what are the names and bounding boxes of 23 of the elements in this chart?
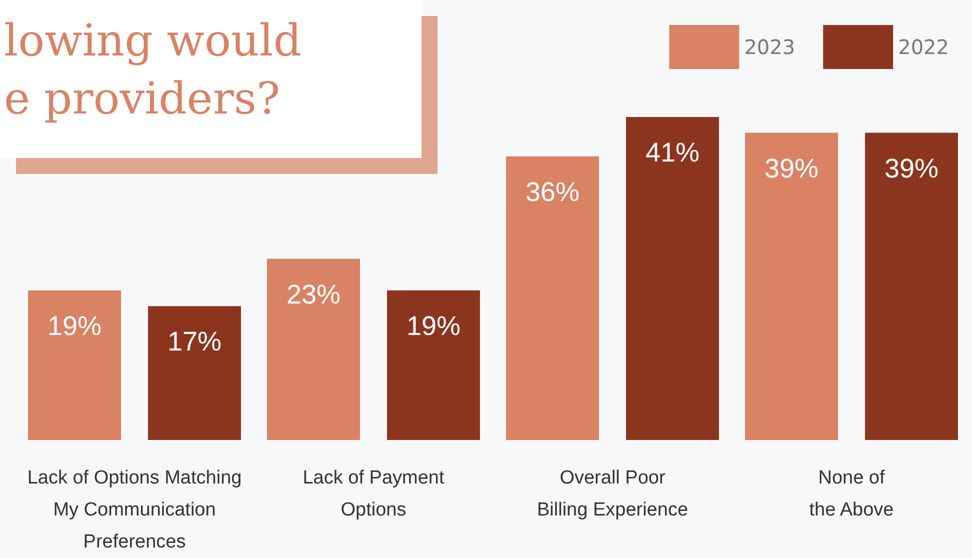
data-label: 23% <box>286 279 341 310</box>
bar <box>148 306 241 440</box>
x-tick-label: Lack of Options Matching My Communication Preferences <box>27 468 242 552</box>
data-label: 39% <box>764 153 819 184</box>
data-label: 17% <box>167 326 222 357</box>
bar <box>745 132 838 440</box>
chart-title: lowing would e providers? <box>4 16 302 124</box>
x-tick-label: Lack of Payment Options <box>302 468 445 520</box>
bar <box>864 132 958 440</box>
data-label: 39% <box>884 153 939 184</box>
data-label: 41% <box>645 138 700 168</box>
data-label: 36% <box>525 176 580 207</box>
legend-label: 2022 <box>898 35 950 59</box>
x-tick-label: None of the Above <box>809 468 894 520</box>
bar <box>28 290 122 440</box>
bar <box>506 156 600 440</box>
data-label: 19% <box>406 310 461 341</box>
bar <box>626 117 719 440</box>
data-label: 19% <box>47 310 102 341</box>
bar <box>267 258 360 440</box>
x-tick-label: Overall Poor Billing Experience <box>536 468 688 520</box>
bar <box>386 290 480 440</box>
legend-label: 2023 <box>744 35 796 59</box>
